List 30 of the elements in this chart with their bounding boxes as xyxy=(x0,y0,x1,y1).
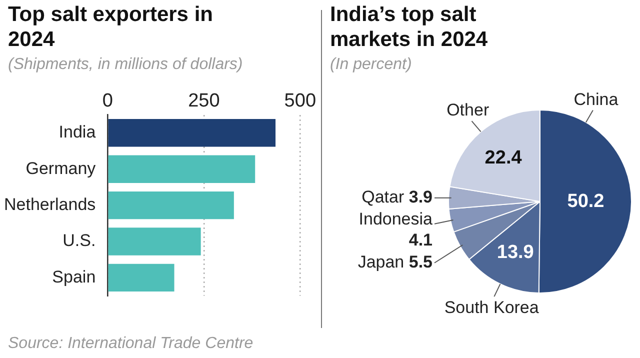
source-note: Source: International Trade Centre xyxy=(8,335,254,353)
y-tick-label: India xyxy=(58,122,96,142)
data-label: 50.2 xyxy=(567,191,604,212)
y-tick-label: Spain xyxy=(52,267,96,286)
slice-label: Japan xyxy=(358,252,409,272)
slice-label: China xyxy=(574,90,619,109)
bar xyxy=(108,264,174,292)
slice-label: Indonesia xyxy=(358,210,434,229)
slice-label: Qatar xyxy=(362,188,409,207)
data-label: 22.4 xyxy=(484,147,522,168)
data-label: 5.5 xyxy=(408,252,432,272)
bar xyxy=(108,228,201,256)
x-tick-label: 0 xyxy=(102,90,113,112)
chart-subtitle: (In percent) xyxy=(330,56,412,74)
data-label: 13.9 xyxy=(496,242,534,263)
slice-label: Other xyxy=(446,100,490,120)
data-label: 3.9 xyxy=(408,188,432,207)
data-label: 4.1 xyxy=(408,230,432,250)
x-tick-label: 250 xyxy=(188,90,220,112)
chart-title: India’s top salt markets in 2024 xyxy=(330,2,489,52)
y-tick-label: U.S. xyxy=(62,231,96,250)
y-tick-label: Germany xyxy=(26,158,96,178)
chart-subtitle: (Shipments, in millions of dollars) xyxy=(8,56,243,74)
bar xyxy=(108,155,256,183)
y-tick-label: Netherlands xyxy=(4,194,96,214)
slice-label: South Korea xyxy=(444,298,540,318)
chart-title: Top salt exporters in 2024 xyxy=(8,2,214,52)
bar xyxy=(108,119,276,147)
bar xyxy=(108,191,234,220)
x-tick-label: 500 xyxy=(284,90,316,112)
